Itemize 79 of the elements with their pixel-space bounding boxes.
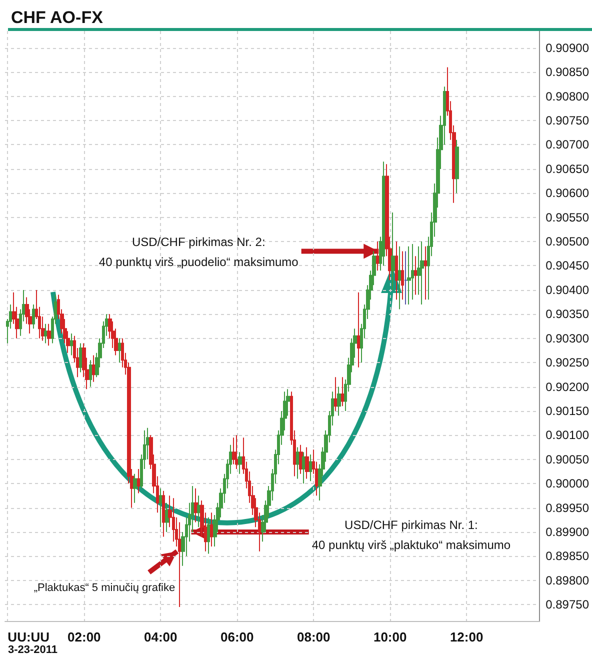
y-tick-label: 0.90900 — [546, 40, 590, 55]
candlestick — [210, 512, 213, 547]
candlestick — [235, 434, 239, 470]
y-tick-label: 0.89750 — [546, 598, 590, 612]
y-tick-label: 0.90700 — [546, 138, 590, 152]
y-tick-label: 0.89850 — [546, 549, 590, 564]
candlestick — [172, 498, 175, 542]
text: 3-23-2011 — [8, 644, 58, 656]
candlestick — [178, 522, 182, 608]
x-tick-label: 04:00 — [144, 630, 178, 644]
candlestick — [70, 333, 73, 356]
y-tick-label: 0.90650 — [546, 162, 590, 176]
candlestick — [404, 250, 408, 305]
y-tick-label: 0.90250 — [546, 356, 590, 370]
candlestick — [207, 516, 210, 554]
y-tick-label: 0.89800 — [546, 573, 590, 588]
candlestick — [118, 338, 121, 364]
candlestick — [407, 246, 411, 305]
y-tick-label: 0.90550 — [546, 210, 590, 224]
x-tick-label: 08:00 — [296, 630, 330, 644]
x-tick-label: UU:UU — [8, 630, 50, 644]
y-tick-label: 0.90450 — [546, 258, 590, 273]
candlestick — [341, 376, 344, 407]
candlestick — [133, 473, 137, 504]
candlestick — [398, 246, 401, 310]
candlestick — [32, 304, 35, 330]
x-tick-label: 02:00 — [68, 630, 101, 644]
y-tick-label: 0.90500 — [546, 234, 590, 249]
candlestick — [357, 292, 360, 368]
candlestick — [395, 241, 398, 300]
annotation: USD/CHF pirkimas Nr. 2: 40 punktų virš „puodelio“ maksimumo — [98, 234, 298, 272]
candlestick — [455, 139, 459, 194]
annotation: „Plaktukas“ 5 minučių grafike — [34, 581, 176, 596]
y-tick-label: 0.90000 — [546, 476, 590, 491]
candlestick — [302, 452, 306, 484]
y-tick-label: 0.90150 — [546, 404, 590, 418]
candlestick — [334, 376, 338, 412]
x-tick-label: 10:00 — [373, 630, 407, 644]
candlestick — [391, 212, 395, 290]
y-tick-label: 0.90750 — [546, 114, 590, 128]
candlestick — [305, 446, 309, 480]
y-tick-label: 0.90300 — [546, 331, 590, 346]
y-tick-label: 0.89900 — [546, 524, 590, 539]
annotation: USD/CHF pirkimas Nr. 1: 40 punktų virš „plaktuko“ maksimumo — [312, 516, 511, 554]
candlestick — [232, 437, 236, 465]
y-tick-label: 0.90050 — [546, 452, 590, 466]
candlestick — [420, 241, 424, 305]
candlestick — [382, 161, 385, 266]
y-tick-label: 0.90850 — [546, 65, 590, 80]
candlestick — [137, 468, 140, 494]
chart-title: CHF AO-FX — [11, 8, 104, 27]
candlestick — [197, 495, 201, 528]
y-tick-label: 0.90100 — [546, 428, 590, 442]
candlestick — [299, 444, 303, 474]
y-tick-label: 0.90350 — [546, 307, 590, 322]
y-tick-label: 0.90800 — [546, 89, 590, 104]
candlestick — [44, 323, 48, 344]
y-tick-label: 0.89950 — [546, 500, 590, 515]
candlestick — [401, 250, 404, 300]
candlestick — [89, 360, 92, 388]
candlestick — [238, 452, 242, 474]
candlestick — [92, 354, 95, 382]
x-tick-label: 06:00 — [220, 630, 254, 644]
candlestick — [309, 454, 312, 482]
y-tick-label: 0.90200 — [546, 380, 590, 394]
candlestick — [376, 241, 379, 272]
y-tick-label: 0.90600 — [546, 186, 590, 200]
candlestick — [337, 386, 341, 416]
candlestick — [47, 323, 51, 346]
x-tick-label: 12:00 — [450, 630, 484, 644]
candlestick — [159, 488, 162, 528]
candlestick — [162, 490, 165, 538]
candlestick — [296, 446, 299, 480]
candlestick — [424, 246, 427, 300]
candlestick — [194, 488, 198, 523]
candlestick — [411, 243, 414, 300]
candlestick — [414, 256, 417, 296]
y-tick-label: 0.90400 — [546, 282, 590, 297]
candlestick — [165, 502, 169, 532]
